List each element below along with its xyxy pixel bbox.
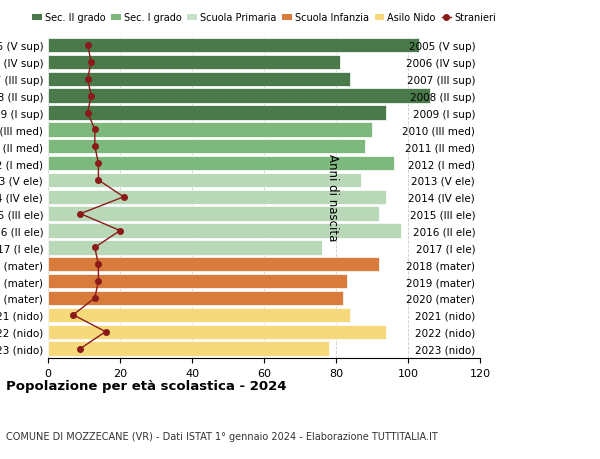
Bar (48, 174, 361, 188)
Text: Popolazione per età scolastica - 2024: Popolazione per età scolastica - 2024 (6, 380, 287, 392)
Bar (48, 224, 401, 238)
Bar (48, 190, 386, 205)
Text: COMUNE DI MOZZECANE (VR) - Dati ISTAT 1° gennaio 2024 - Elaborazione TUTTITALIA.: COMUNE DI MOZZECANE (VR) - Dati ISTAT 1°… (6, 431, 438, 441)
Y-axis label: Anni di nascita: Anni di nascita (326, 154, 339, 241)
Bar (48, 325, 386, 339)
Bar (48, 157, 394, 171)
Bar (48, 123, 372, 137)
Bar (48, 241, 322, 255)
Bar (48, 257, 379, 272)
Bar (48, 140, 365, 154)
Bar (48, 341, 329, 356)
Legend: Sec. II grado, Sec. I grado, Scuola Primaria, Scuola Infanzia, Asilo Nido, Stran: Sec. II grado, Sec. I grado, Scuola Prim… (28, 10, 500, 27)
Bar (48, 56, 340, 70)
Bar (48, 291, 343, 305)
Bar (48, 207, 379, 221)
Bar (48, 308, 350, 322)
Bar (48, 106, 386, 120)
Bar (48, 39, 419, 53)
Bar (48, 274, 347, 289)
Bar (48, 73, 350, 87)
Bar (48, 90, 430, 104)
